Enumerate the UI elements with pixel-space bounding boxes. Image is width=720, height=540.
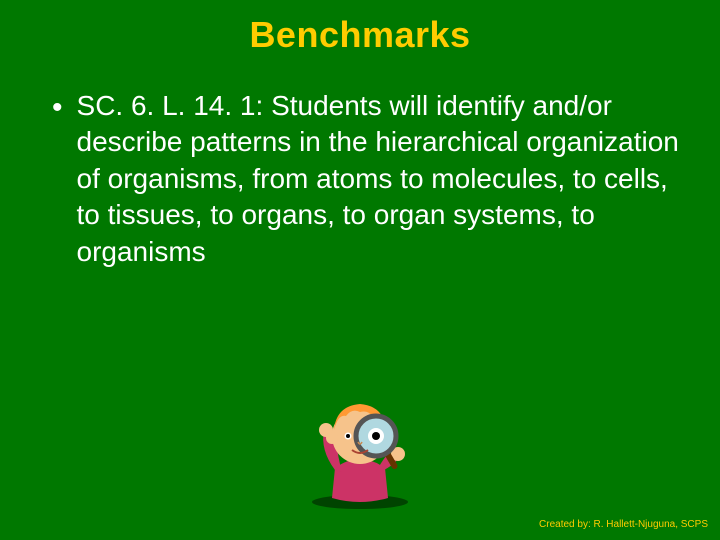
bullet-item: • SC. 6. L. 14. 1: Students will identif…: [52, 88, 680, 270]
body-text: SC. 6. L. 14. 1: Students will identify …: [77, 88, 680, 270]
slide-title: Benchmarks: [0, 0, 720, 64]
bullet-marker: •: [52, 90, 63, 126]
child-magnifier-illustration: [280, 380, 440, 510]
content-area: • SC. 6. L. 14. 1: Students will identif…: [0, 64, 720, 270]
credit-text: Created by: R. Hallett-Njuguna, SCPS: [539, 519, 708, 530]
